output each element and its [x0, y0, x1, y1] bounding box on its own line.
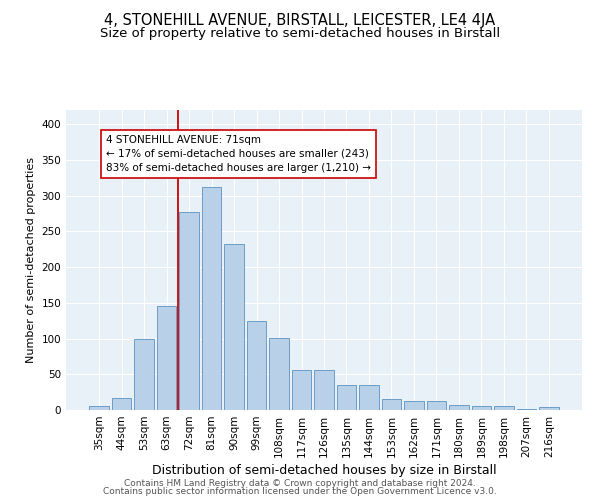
Text: 4, STONEHILL AVENUE, BIRSTALL, LEICESTER, LE4 4JA: 4, STONEHILL AVENUE, BIRSTALL, LEICESTER…	[104, 12, 496, 28]
Bar	[247, 320, 266, 410]
Bar	[89, 406, 109, 410]
Bar	[202, 187, 221, 410]
Bar	[517, 408, 536, 410]
Bar	[314, 370, 334, 410]
Bar	[539, 407, 559, 410]
Bar	[494, 406, 514, 410]
X-axis label: Distribution of semi-detached houses by size in Birstall: Distribution of semi-detached houses by …	[152, 464, 496, 477]
Bar	[112, 398, 131, 410]
Text: 4 STONEHILL AVENUE: 71sqm
← 17% of semi-detached houses are smaller (243)
83% of: 4 STONEHILL AVENUE: 71sqm ← 17% of semi-…	[106, 135, 371, 173]
Bar	[224, 244, 244, 410]
Bar	[292, 370, 311, 410]
Text: Contains HM Land Registry data © Crown copyright and database right 2024.: Contains HM Land Registry data © Crown c…	[124, 478, 476, 488]
Bar	[134, 340, 154, 410]
Bar	[449, 405, 469, 410]
Bar	[269, 338, 289, 410]
Bar	[359, 385, 379, 410]
Bar	[472, 406, 491, 410]
Y-axis label: Number of semi-detached properties: Number of semi-detached properties	[26, 157, 36, 363]
Bar	[404, 400, 424, 410]
Bar	[427, 402, 446, 410]
Bar	[337, 385, 356, 410]
Text: Size of property relative to semi-detached houses in Birstall: Size of property relative to semi-detach…	[100, 28, 500, 40]
Text: Contains public sector information licensed under the Open Government Licence v3: Contains public sector information licen…	[103, 487, 497, 496]
Bar	[179, 212, 199, 410]
Bar	[157, 306, 176, 410]
Bar	[382, 398, 401, 410]
